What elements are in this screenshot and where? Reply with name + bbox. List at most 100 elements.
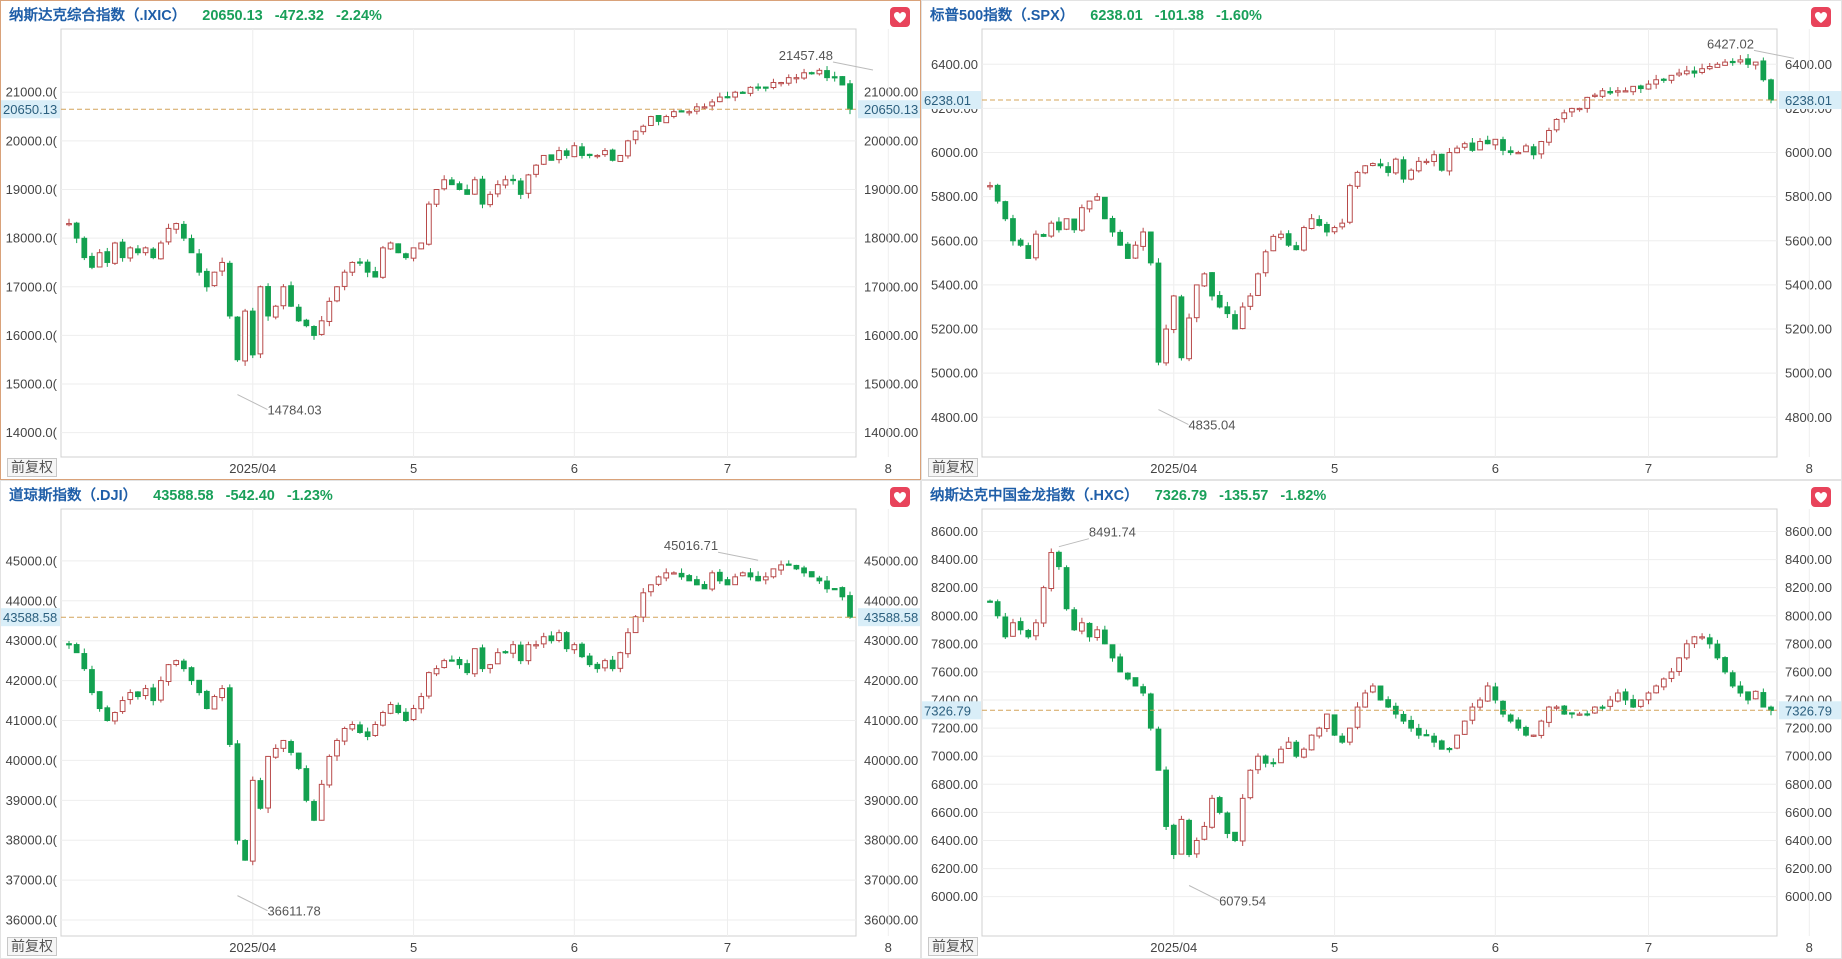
candle-body xyxy=(211,696,218,710)
last-price-label-right: 43588.58 xyxy=(864,610,918,625)
candle-body xyxy=(119,241,126,259)
y-tick-label-left: 38000.0( xyxy=(6,833,58,848)
candle-body xyxy=(448,659,455,662)
candle-body xyxy=(847,595,853,618)
x-tick-label: 6 xyxy=(1492,461,1499,476)
candle-body xyxy=(1752,690,1759,700)
adjust-mode-button[interactable]: 前复权 xyxy=(928,937,978,956)
candle-body xyxy=(1339,222,1346,228)
candle-body xyxy=(1048,552,1055,590)
candlestick-chart[interactable]: 36000.00 36000.0(37000.00 37000.0(38000.00… xyxy=(1,481,921,959)
candle-body xyxy=(1561,112,1568,120)
candle-body xyxy=(104,707,111,722)
candle-body xyxy=(150,248,157,259)
adjust-mode-button[interactable]: 前复权 xyxy=(928,458,978,477)
candle-body xyxy=(158,680,164,701)
candle-body xyxy=(1331,714,1338,736)
candle-body xyxy=(1293,245,1300,251)
candlestick-chart[interactable]: 4800.00 4800.00 5000.00 5000.00 5200.00 5200.… xyxy=(922,1,1842,480)
candle-body xyxy=(1247,769,1254,799)
candle-body xyxy=(617,154,624,162)
last-price-tag-right xyxy=(858,608,920,627)
candle-body xyxy=(219,688,226,699)
y-tick-label-right: 43000.00 xyxy=(864,633,918,648)
candle-body xyxy=(1461,143,1468,148)
candle-body xyxy=(1515,152,1522,155)
last-price-tag-right xyxy=(858,100,920,119)
panel-spx[interactable]: 标普500指数（.SPX） 6238.01 -101.38 -1.60% 480… xyxy=(921,0,1842,480)
candle-body xyxy=(632,616,639,634)
candle-body xyxy=(1163,328,1169,364)
panel-header: 道琼斯指数（.DJI） 43588.58 -542.40 -1.23% xyxy=(9,485,333,507)
candle-body xyxy=(1737,685,1744,694)
candle-body xyxy=(180,660,187,670)
candle-body xyxy=(1729,672,1736,687)
candlestick-chart[interactable]: 14000.00 14000.0(15000.00 15000.0(16000.00… xyxy=(1,1,921,480)
candle-body xyxy=(357,261,363,264)
candle-body xyxy=(226,687,233,745)
y-tick-label-right: 5400.00 xyxy=(1785,277,1832,292)
candle-body xyxy=(709,101,716,107)
favorite-heart-icon[interactable] xyxy=(890,487,910,507)
y-tick-label-right: 19000.00 xyxy=(864,182,918,197)
candle-body xyxy=(494,652,501,665)
candle-body xyxy=(732,576,739,586)
candle-body xyxy=(203,690,210,710)
y-tick-label-left: 8200.00 xyxy=(931,580,978,595)
favorite-heart-icon[interactable] xyxy=(1811,7,1831,27)
candle-body xyxy=(1071,609,1078,631)
last-price-label-left: 6238.01 xyxy=(924,93,971,108)
candle-body xyxy=(678,572,685,578)
candlestick-chart[interactable]: 6000.00 6000.00 6200.00 6200.00 6400.00 6400.… xyxy=(922,481,1842,959)
y-tick-label-left: 6200.00 xyxy=(931,861,978,876)
low-annotation: 36611.78 xyxy=(267,904,320,919)
panel-ixic[interactable]: 纳斯达克综合指数（.IXIC） 20650.13 -472.32 -2.24% … xyxy=(0,0,921,480)
y-tick-label-left: 8600.00 xyxy=(931,524,978,539)
low-annotation: 4835.04 xyxy=(1188,418,1235,433)
panel-dji[interactable]: 道琼斯指数（.DJI） 43588.58 -542.40 -1.23% 3600… xyxy=(0,480,921,959)
y-tick-label-right: 8600.00 xyxy=(1785,524,1832,539)
candle-body xyxy=(1722,657,1728,673)
candle-body xyxy=(1186,317,1192,360)
candle-body xyxy=(81,237,88,259)
candle-body xyxy=(1155,262,1162,363)
candle-body xyxy=(1140,686,1147,694)
favorite-heart-icon[interactable] xyxy=(890,7,910,27)
candle-body xyxy=(1645,83,1652,90)
adjust-mode-button[interactable]: 前复权 xyxy=(7,458,57,477)
y-tick-label-left: 5800.00 xyxy=(931,189,978,204)
candle-body xyxy=(318,320,325,335)
x-tick-label: 2025/04 xyxy=(229,940,276,955)
candle-body xyxy=(1415,160,1422,172)
candle-body xyxy=(533,644,539,647)
candle-body xyxy=(632,130,639,141)
candle-body xyxy=(1431,735,1437,743)
candle-body xyxy=(801,72,807,79)
candle-body xyxy=(502,651,509,654)
candle-body xyxy=(594,154,601,158)
y-tick-label-right: 6600.00 xyxy=(1785,805,1832,820)
candle-body xyxy=(724,96,731,99)
candle-body xyxy=(1346,185,1353,223)
last-price-label-left: 43588.58 xyxy=(3,610,57,625)
candle-body xyxy=(1155,728,1162,771)
index-change: -135.57 xyxy=(1219,488,1269,504)
candle-body xyxy=(1408,719,1415,729)
candle-body xyxy=(625,140,631,157)
candle-body xyxy=(1676,657,1682,672)
candle-body xyxy=(127,692,134,701)
y-tick-label-left: 45000.0( xyxy=(6,553,58,568)
panel-hxc[interactable]: 纳斯达克中国金龙指数（.HXC） 7326.79 -135.57 -1.82% … xyxy=(921,480,1842,959)
candle-body xyxy=(1010,218,1016,242)
candle-body xyxy=(579,146,585,156)
candle-body xyxy=(1170,295,1177,331)
candle-body xyxy=(571,644,578,651)
y-tick-label-right: 6000.00 xyxy=(1785,145,1832,160)
candle-body xyxy=(66,643,72,646)
candle-body xyxy=(249,310,256,356)
y-tick-label-left: 5000.00 xyxy=(931,366,978,381)
candle-body xyxy=(334,739,340,757)
favorite-heart-icon[interactable] xyxy=(1811,487,1831,507)
adjust-mode-button[interactable]: 前复权 xyxy=(7,937,57,956)
candle-body xyxy=(1484,685,1491,702)
